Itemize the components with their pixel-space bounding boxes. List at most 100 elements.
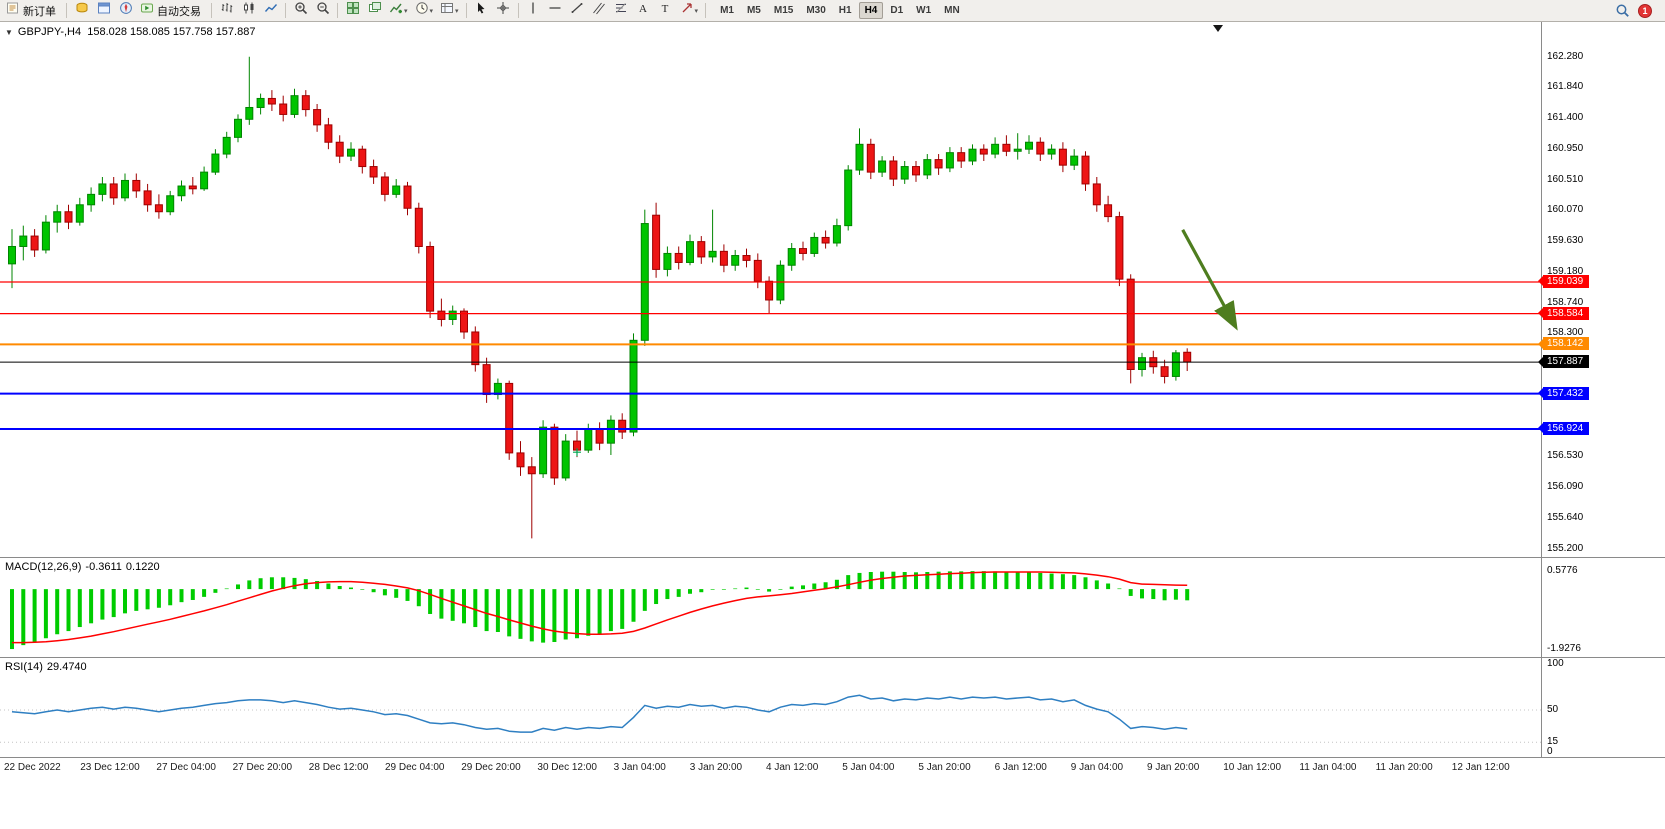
- zoom-out-icon: [316, 1, 330, 20]
- panel-divider[interactable]: [0, 657, 1665, 658]
- notification-badge[interactable]: 1: [1638, 3, 1652, 18]
- crosshair-icon: [496, 1, 510, 20]
- zoom-in-icon: [294, 1, 308, 20]
- chart-title: ▼ GBPJPY-,H4 158.028 158.085 157.758 157.…: [5, 26, 255, 38]
- cross-marker: [573, 448, 581, 457]
- price-axis-label: 156.090: [1547, 480, 1584, 492]
- rsi-axis: 100 50 15 0: [1541, 658, 1665, 758]
- window-icon: [97, 1, 111, 20]
- data-window-button[interactable]: [93, 1, 114, 20]
- channel-button[interactable]: [589, 1, 610, 20]
- price-axis[interactable]: 159.039 158.584 158.142 157.887 157.432 156.9…: [1538, 22, 1665, 558]
- rsi-axis-label: 0: [1547, 746, 1553, 757]
- market-watch-button[interactable]: [71, 1, 92, 20]
- trendline-button[interactable]: [567, 1, 588, 20]
- rsi-axis-label: 100: [1547, 658, 1564, 669]
- line-chart-button[interactable]: [260, 1, 281, 20]
- tile-windows-button[interactable]: [342, 1, 363, 20]
- zoom-out-button[interactable]: [312, 1, 333, 20]
- new-order-button[interactable]: 新订单: [3, 1, 62, 20]
- divider: [705, 3, 707, 18]
- main-price-chart[interactable]: [0, 22, 1541, 557]
- template-icon: [440, 1, 454, 20]
- arrows-tool-button[interactable]: ▾: [677, 1, 702, 20]
- time-axis-label: 10 Jan 12:00: [1223, 762, 1282, 773]
- price-level-label: 158.584: [1538, 306, 1589, 320]
- price-level-label: 156.924: [1538, 421, 1589, 435]
- price-axis-label: 158.300: [1547, 327, 1584, 339]
- label-tool-button[interactable]: T: [655, 1, 676, 20]
- divider: [337, 3, 338, 18]
- timeframe-M15[interactable]: M15: [773, 5, 794, 16]
- rsi-label: RSI(14) 29.4740: [5, 661, 87, 673]
- horizontal-line-icon: [548, 1, 562, 20]
- fibonacci-button[interactable]: [611, 1, 632, 20]
- timeframe-W1[interactable]: W1: [916, 5, 932, 16]
- text-icon: A: [636, 1, 650, 20]
- bar-chart-button[interactable]: [216, 1, 237, 20]
- coins-icon: [75, 1, 89, 20]
- autotrading-button[interactable]: 自动交易: [137, 1, 207, 20]
- time-axis-label: 29 Dec 20:00: [461, 762, 521, 773]
- cascade-windows-button[interactable]: [364, 1, 385, 20]
- time-axis-label: 5 Jan 20:00: [918, 762, 971, 773]
- price-label-pointer-icon: [1538, 423, 1543, 434]
- macd-panel[interactable]: [0, 558, 1541, 657]
- one-click-expand-icon[interactable]: ▼: [5, 28, 13, 37]
- divider: [465, 3, 467, 18]
- periods-button[interactable]: ▾: [412, 1, 437, 20]
- timeframe-group: M1 M5 M15 M30 H1 H4 D1 W1 MN: [714, 2, 966, 19]
- timeframe-D1[interactable]: D1: [890, 5, 904, 16]
- timeframe-MN[interactable]: MN: [944, 5, 960, 16]
- time-axis-label: 3 Jan 20:00: [689, 762, 743, 773]
- price-axis-label: 159.630: [1547, 234, 1584, 246]
- price-label-pointer-icon: [1538, 356, 1543, 367]
- fibonacci-icon: [614, 1, 628, 20]
- time-axis-label: 12 Jan 12:00: [1451, 762, 1510, 773]
- trendline-icon: [570, 1, 584, 20]
- navigator-button[interactable]: [115, 1, 136, 20]
- time-axis-label: 23 Dec 12:00: [80, 762, 140, 773]
- timeframe-M1[interactable]: M1: [720, 5, 734, 16]
- timeframe-M30[interactable]: M30: [806, 5, 826, 16]
- ohlc-bars-icon: [220, 1, 234, 20]
- time-axis[interactable]: 22 Dec 2022 23 Dec 12:00 27 Dec 04:00 27 De…: [0, 758, 1665, 778]
- price-label-pointer-icon: [1538, 276, 1543, 287]
- autotrading-icon: [140, 1, 154, 20]
- ohlc-values: 158.028 158.085 157.758 157.887: [87, 26, 256, 38]
- chart-shift-marker[interactable]: [1213, 25, 1223, 32]
- text-tool-button[interactable]: A: [633, 1, 654, 20]
- label-icon: T: [658, 1, 672, 20]
- indicators-button[interactable]: ▾: [386, 1, 411, 20]
- timeframe-H1[interactable]: H1: [838, 5, 852, 16]
- timeframe-H4[interactable]: H4: [858, 2, 884, 19]
- vertical-line-button[interactable]: [523, 1, 544, 20]
- price-label-pointer-icon: [1538, 388, 1543, 399]
- search-button[interactable]: [1612, 1, 1633, 20]
- time-axis-label: 22 Dec 2022: [4, 762, 61, 773]
- price-axis-label: 155.200: [1547, 542, 1584, 554]
- chevron-down-icon: ▾: [694, 7, 699, 15]
- toolbar: 新订单 自动交易 ▾ ▾ ▾ A T ▾ M1 M5 M15 M30 H1 H4 D1 W1 M…: [0, 0, 1665, 22]
- price-axis-label: 160.510: [1547, 173, 1584, 185]
- zoom-in-button[interactable]: [290, 1, 311, 20]
- tile-windows-icon: [346, 1, 360, 20]
- cursor-button[interactable]: [471, 1, 492, 20]
- time-axis-label: 3 Jan 04:00: [613, 762, 666, 773]
- rsi-panel[interactable]: [0, 658, 1541, 757]
- rsi-axis-label: 15: [1547, 736, 1559, 748]
- panel-divider[interactable]: [0, 557, 1665, 558]
- cascade-windows-icon: [368, 1, 382, 20]
- horizontal-line-button[interactable]: [545, 1, 566, 20]
- chart-window: ▼ GBPJPY-,H4 158.028 158.085 157.758 157.…: [0, 22, 1665, 829]
- price-axis-label: 156.530: [1547, 450, 1584, 462]
- price-level-label: 157.432: [1538, 386, 1589, 400]
- timeframe-M5[interactable]: M5: [746, 5, 761, 16]
- time-axis-label: 11 Jan 04:00: [1299, 762, 1357, 773]
- templates-button[interactable]: ▾: [437, 1, 462, 20]
- time-axis-label: 28 Dec 12:00: [308, 762, 369, 773]
- divider: [517, 3, 519, 18]
- time-axis-label: 30 Dec 12:00: [537, 762, 597, 773]
- crosshair-button[interactable]: [493, 1, 514, 20]
- candlestick-chart-button[interactable]: [238, 1, 259, 20]
